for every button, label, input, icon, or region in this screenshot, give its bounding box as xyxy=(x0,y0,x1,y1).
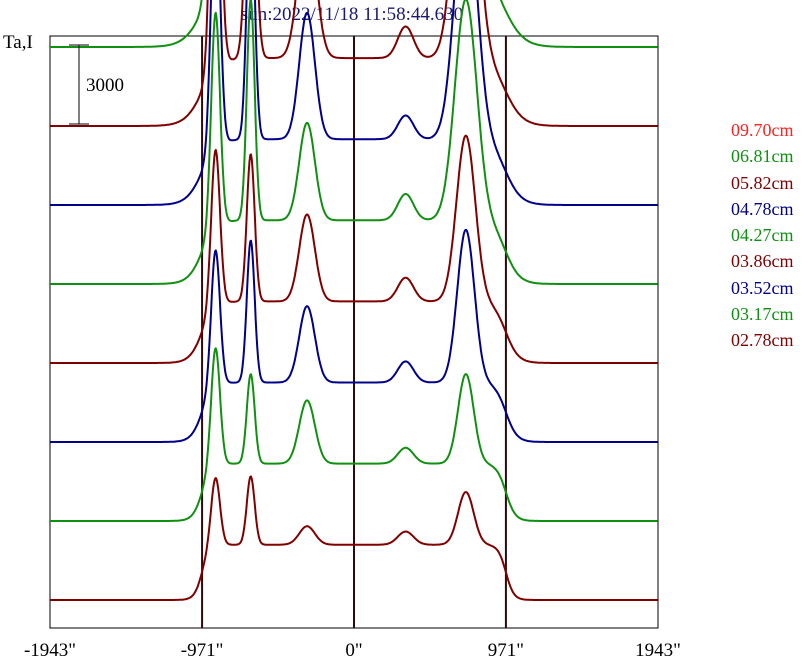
x-tick-label: 0" xyxy=(345,640,362,661)
x-tick-label: 971" xyxy=(488,640,524,661)
legend-entry: 05.82cm xyxy=(731,172,794,193)
series-line-04.27cm xyxy=(49,0,659,285)
legend-entry: 04.78cm xyxy=(731,198,794,219)
series-line-03.17cm xyxy=(49,347,659,522)
series-line-03.52cm xyxy=(49,228,659,443)
legend-entry: 04.27cm xyxy=(731,225,794,246)
scale-bar: 3000 xyxy=(69,44,124,125)
series-line-03.86cm xyxy=(49,134,659,364)
x-tick-label: -1943" xyxy=(24,640,76,661)
y-axis-label: Ta,I xyxy=(3,32,33,53)
x-tick-label: 1943" xyxy=(635,640,681,661)
series-line-04.78cm xyxy=(49,0,659,206)
scale-bar-label: 3000 xyxy=(86,75,124,96)
legend-entry: 03.17cm xyxy=(731,304,794,325)
legend-entry: 03.86cm xyxy=(731,251,794,272)
legend-entry: 03.52cm xyxy=(731,277,794,298)
legend-entry: 06.81cm xyxy=(731,146,794,167)
chart-title: sun:2022/11/18 11:58:44.630 xyxy=(240,4,464,25)
legend-entry: 02.78cm xyxy=(731,330,794,351)
series-line-06.81cm xyxy=(49,0,659,48)
series-line-05.82cm xyxy=(49,0,659,127)
x-tick-label: -971" xyxy=(181,640,224,661)
legend-entry: 09.70cm xyxy=(731,120,794,140)
legend: 09.70cm 06.81cm 05.82cm 04.78cm 04.27cm 03.86… xyxy=(731,120,794,357)
series-line-02.78cm xyxy=(49,475,659,601)
